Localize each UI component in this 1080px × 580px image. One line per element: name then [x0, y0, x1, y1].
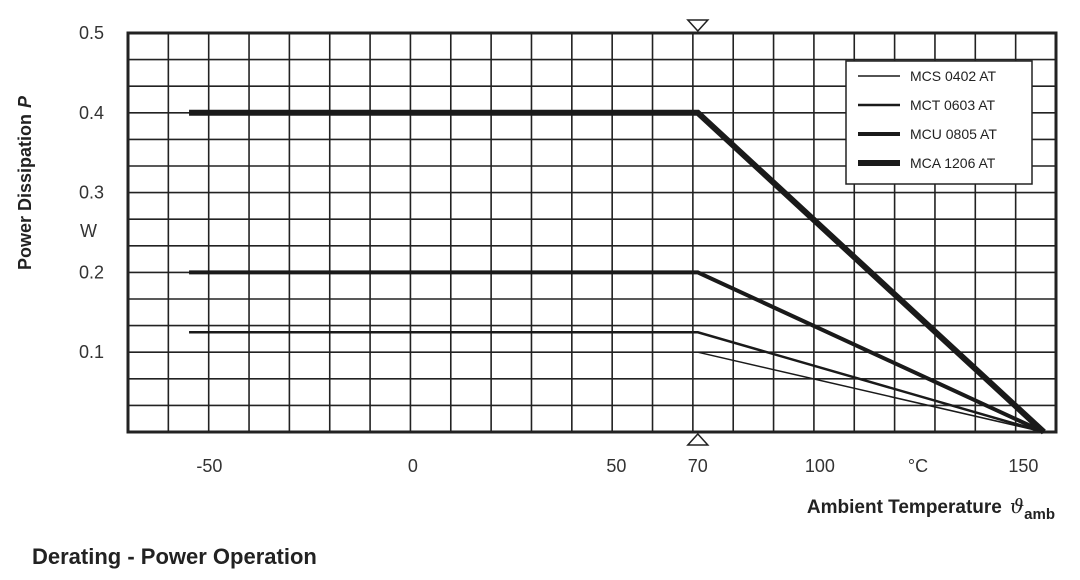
legend-label: MCS 0402 AT: [910, 68, 997, 84]
x-axis-title: Ambient Temperature ϑamb: [807, 494, 1055, 523]
rated-temperature-marker-top: [686, 19, 710, 33]
series-line: [189, 109, 1046, 435]
y-unit-label: W: [80, 221, 97, 241]
y-axis-label: Power Dissipation: [15, 114, 35, 270]
y-tick-label: 0.2: [79, 262, 104, 282]
x-tick-label: 100: [805, 456, 835, 476]
legend-label: MCA 1206 AT: [910, 155, 996, 171]
series-line: [697, 351, 1044, 433]
series-line: [189, 270, 1045, 434]
legend: MCS 0402 AT MCT 0603 AT MCU 0805 AT MCA 120…: [845, 60, 1033, 185]
y-tick-label: 0.5: [79, 23, 104, 43]
y-tick-label: 0.4: [79, 103, 104, 123]
y-axis-symbol: P: [15, 95, 35, 108]
x-axis-symbol: ϑ: [1010, 494, 1024, 518]
series-line: [189, 331, 1045, 434]
legend-label: MCT 0603 AT: [910, 97, 996, 113]
y-tick-label: 0.3: [79, 183, 104, 203]
y-axis-title: Power Dissipation P: [15, 95, 35, 270]
marker-layer: [686, 19, 710, 446]
legend-label: MCU 0805 AT: [910, 126, 997, 142]
rated-temperature-marker-bottom: [686, 432, 710, 446]
x-tick-label: 70: [688, 456, 708, 476]
x-tick-label: -50: [196, 456, 222, 476]
x-axis-subscript: amb: [1024, 506, 1055, 523]
series-layer: [189, 109, 1046, 435]
y-tick-labels: 0.1 0.2 0.3 0.4 0.5: [79, 23, 104, 362]
x-tick-label: 0: [408, 456, 418, 476]
x-tick-label: 50: [606, 456, 626, 476]
figure-caption: Derating - Power Operation: [32, 544, 317, 569]
x-axis-label: Ambient Temperature: [807, 497, 1002, 518]
x-tick-labels: -50 0 50 70 100 150: [196, 456, 1038, 476]
derating-chart: 0.1 0.2 0.3 0.4 0.5 -50 0 50 70 100 150 W °C Powe…: [15, 19, 1058, 523]
y-tick-label: 0.1: [79, 342, 104, 362]
plot-frame: [126, 31, 1058, 434]
x-unit-label: °C: [908, 456, 928, 476]
x-tick-label: 150: [1008, 456, 1038, 476]
